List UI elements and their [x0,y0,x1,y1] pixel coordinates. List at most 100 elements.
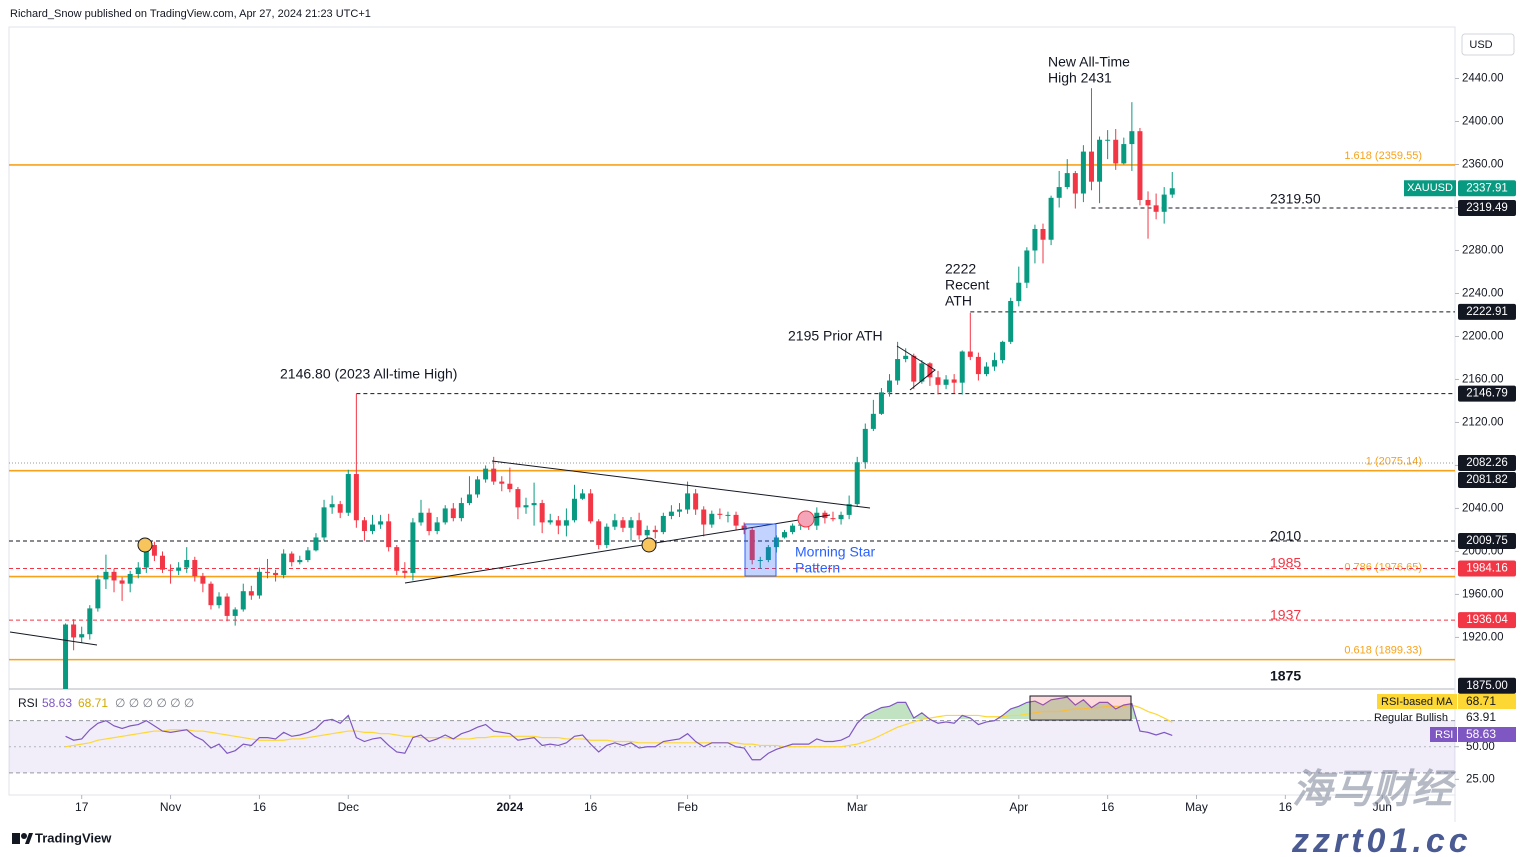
annotation: Recent [945,277,989,293]
candle-body [345,474,351,513]
candle-body [386,521,392,548]
y-tick-label: 2280.00 [1462,245,1504,257]
candle-body [636,520,642,536]
candle-body [1097,139,1103,182]
price-badge [1458,532,1516,549]
candle-body [410,522,416,573]
price-badge [1458,560,1516,577]
candle-body [1000,341,1006,361]
rsi-pane [9,696,1455,774]
badge [1377,694,1457,709]
candle-body [402,570,408,573]
candle-body [507,483,513,490]
x-tick-label: Nov [160,800,181,814]
candle-body [539,503,545,523]
candle-body [87,608,93,635]
candle-body [628,520,634,528]
candle-body [466,494,472,504]
candle-body [717,513,723,515]
y-tick-label: 2200.00 [1462,330,1504,342]
annotation: 1875 [1270,668,1301,684]
candle-body [434,522,440,532]
annotation: 2319.50 [1270,191,1321,207]
candle-body [967,351,973,357]
rsi-ma-value: 68.71 [78,696,108,710]
overlay: New All-Time High 2431 2319.50 2222 Rece… [9,54,1516,857]
y-tick-label: 2360.00 [1462,159,1504,171]
price-badge-label: 2009.75 [1466,535,1508,547]
candle-body [1161,194,1167,212]
candle-body [491,468,497,482]
candle-body [790,525,796,533]
y-tick-label: 1920.00 [1462,631,1504,643]
watermark: zzrt01.cc [1291,822,1472,857]
y-tick-label: 2400.00 [1462,116,1504,128]
candle-body [870,413,876,429]
trendline [9,631,98,646]
candle-body [192,560,198,577]
rsi-box [1029,695,1132,721]
x-tick-label: Mar [847,800,868,814]
candle-body [1048,197,1054,240]
candle-body [353,474,359,521]
annotation: Morning Star [795,544,875,560]
candle-body [273,572,279,576]
candle-body [830,518,836,520]
candle-body [232,609,238,616]
candle-body [265,571,271,573]
candle-body [749,529,755,561]
candle-body [256,571,262,596]
x-tick-label: Apr [1009,800,1028,814]
candle-body [652,529,658,533]
rsi-nulls: ∅ ∅ ∅ ∅ ∅ ∅ [115,696,194,710]
candle-body [321,507,327,538]
candle-body [935,377,941,385]
candle-body [95,579,101,609]
candle-body [1113,139,1119,164]
candle-body [499,481,505,484]
x-tick-label: 16 [1101,800,1115,814]
rsi-tick-label: 25.00 [1466,773,1495,785]
candle-body [975,356,981,375]
annotation: Pattern [795,560,840,576]
y-tick-label: 2120.00 [1462,416,1504,428]
currency-button[interactable] [1461,33,1515,56]
price-badge-label: 2222.91 [1466,306,1508,318]
candle-body [168,569,174,571]
candle-body [620,520,626,528]
candle-body [685,493,691,510]
badge [1458,727,1516,742]
candle-body [475,479,481,495]
candle-body [394,547,400,571]
price-badge-label: 2146.79 [1466,388,1508,400]
candle-body [903,355,909,360]
price-badge [1458,455,1516,472]
marker [137,537,153,553]
candle-body [305,550,311,561]
candle-body [693,493,699,510]
candle-body [854,462,860,505]
candle-body [1008,300,1014,342]
price-badge-label: 2081.82 [1466,474,1508,486]
candle-body [111,571,117,581]
candle-body [176,567,182,571]
candle-body [1121,144,1127,164]
candle-body [887,380,893,393]
annotation: 2195 Prior ATH [788,328,883,344]
candle-body [676,509,682,512]
candle-body [184,560,190,568]
candle-body [135,567,141,574]
candle-body [1056,187,1062,198]
x-tick-label: 16 [253,800,267,814]
candle-body [765,547,771,561]
candle-body [701,509,707,525]
price-badge [1458,677,1516,694]
price-badge-label: 2319.49 [1466,202,1508,214]
candle-body [911,355,917,382]
candle-body [580,493,586,499]
candle-body [1032,228,1038,251]
candle-body [1024,250,1030,283]
candle-body [281,553,287,576]
candle-body [200,576,206,584]
